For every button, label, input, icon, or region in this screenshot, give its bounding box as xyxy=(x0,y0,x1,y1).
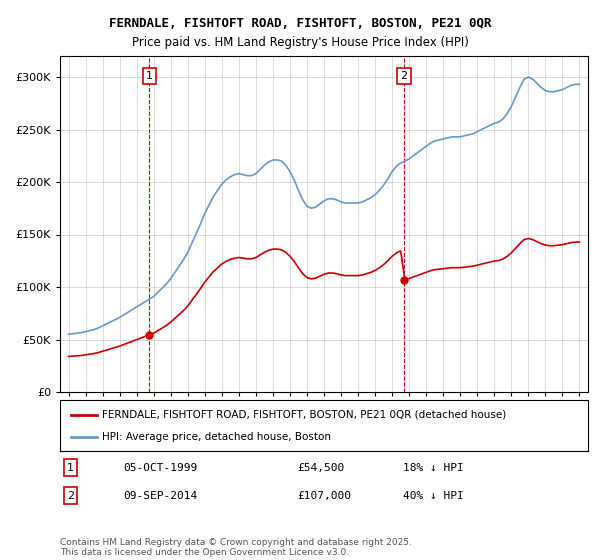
Text: 09-SEP-2014: 09-SEP-2014 xyxy=(124,491,197,501)
Text: 1: 1 xyxy=(67,463,74,473)
Text: 1: 1 xyxy=(146,71,153,81)
Text: FERNDALE, FISHTOFT ROAD, FISHTOFT, BOSTON, PE21 0QR (detached house): FERNDALE, FISHTOFT ROAD, FISHTOFT, BOSTO… xyxy=(102,409,506,419)
Text: Contains HM Land Registry data © Crown copyright and database right 2025.
This d: Contains HM Land Registry data © Crown c… xyxy=(60,538,412,557)
Text: Price paid vs. HM Land Registry's House Price Index (HPI): Price paid vs. HM Land Registry's House … xyxy=(131,36,469,49)
Text: 2: 2 xyxy=(400,71,407,81)
Text: 05-OCT-1999: 05-OCT-1999 xyxy=(124,463,197,473)
Text: FERNDALE, FISHTOFT ROAD, FISHTOFT, BOSTON, PE21 0QR: FERNDALE, FISHTOFT ROAD, FISHTOFT, BOSTO… xyxy=(109,17,491,30)
Text: £54,500: £54,500 xyxy=(298,463,345,473)
Text: £107,000: £107,000 xyxy=(298,491,352,501)
Text: 40% ↓ HPI: 40% ↓ HPI xyxy=(403,491,464,501)
Text: 2: 2 xyxy=(67,491,74,501)
Text: 18% ↓ HPI: 18% ↓ HPI xyxy=(403,463,464,473)
FancyBboxPatch shape xyxy=(60,400,588,451)
Text: HPI: Average price, detached house, Boston: HPI: Average price, detached house, Bost… xyxy=(102,432,331,442)
